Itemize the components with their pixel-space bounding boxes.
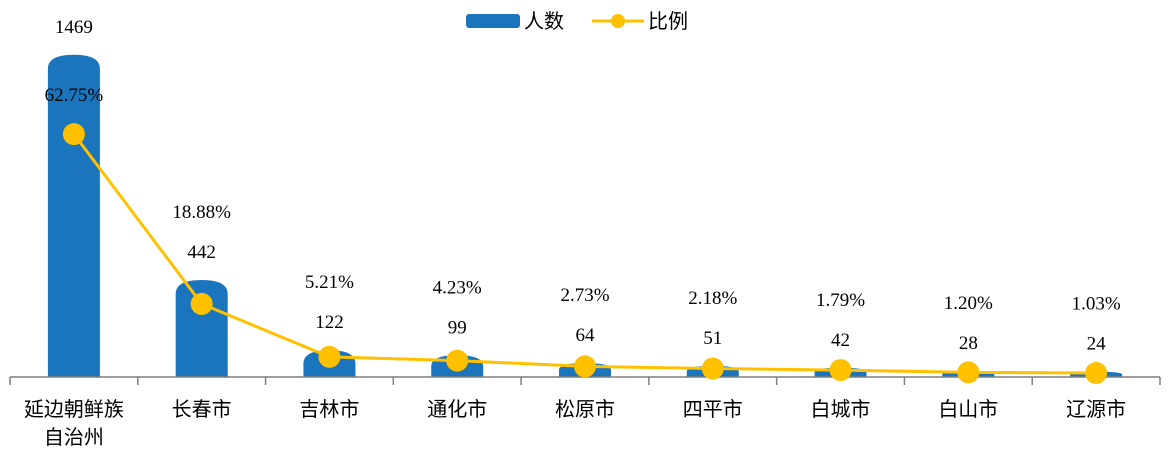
x-tick-label: 通化市 [427, 397, 488, 421]
x-tick-label: 辽源市 [1066, 397, 1127, 421]
bar-value-label: 28 [959, 333, 978, 354]
line-marker [62, 123, 85, 146]
bar-value-label: 42 [831, 330, 850, 351]
bar-value-label: 51 [703, 328, 722, 349]
line-value-label: 2.73% [560, 285, 609, 306]
x-tick-label: 白城市 [810, 397, 871, 421]
bar-value-label: 99 [448, 317, 467, 338]
legend-label: 比例 [648, 9, 688, 33]
bar [175, 280, 228, 377]
line-marker [701, 357, 724, 380]
line-marker [446, 349, 469, 372]
line-marker [957, 361, 980, 384]
line-marker [1085, 362, 1108, 385]
line-marker [574, 355, 596, 378]
legend-swatch-bar [466, 14, 520, 28]
line-value-label: 1.03% [1072, 294, 1121, 315]
line-value-label: 5.21% [305, 272, 354, 293]
x-tick-label: 长春市 [171, 397, 232, 421]
bar-value-label: 24 [1087, 334, 1107, 355]
line-marker [829, 359, 852, 382]
line-value-label: 1.79% [816, 290, 865, 311]
bar-value-label: 64 [576, 325, 596, 346]
bar-value-label: 442 [187, 242, 216, 263]
legend-label: 人数 [524, 9, 564, 33]
x-tick-label: 松原市 [554, 397, 615, 421]
x-tick-label: 延边朝鲜族自治州 [23, 397, 124, 449]
bar-value-label: 122 [315, 312, 344, 333]
line-marker [190, 292, 213, 315]
line-value-label: 4.23% [433, 277, 482, 298]
bar [47, 54, 100, 378]
line-value-label: 1.20% [944, 293, 993, 314]
legend-marker [611, 14, 625, 28]
line-marker [318, 345, 341, 368]
line-value-label: 62.75% [45, 85, 104, 106]
bar-value-label: 1469 [55, 17, 93, 38]
x-tick-label: 四平市 [682, 397, 743, 421]
line-value-label: 18.88% [172, 202, 231, 223]
x-tick-label: 白山市 [938, 397, 999, 421]
x-tick-label: 吉林市 [299, 397, 360, 421]
line-value-label: 2.18% [688, 288, 737, 309]
